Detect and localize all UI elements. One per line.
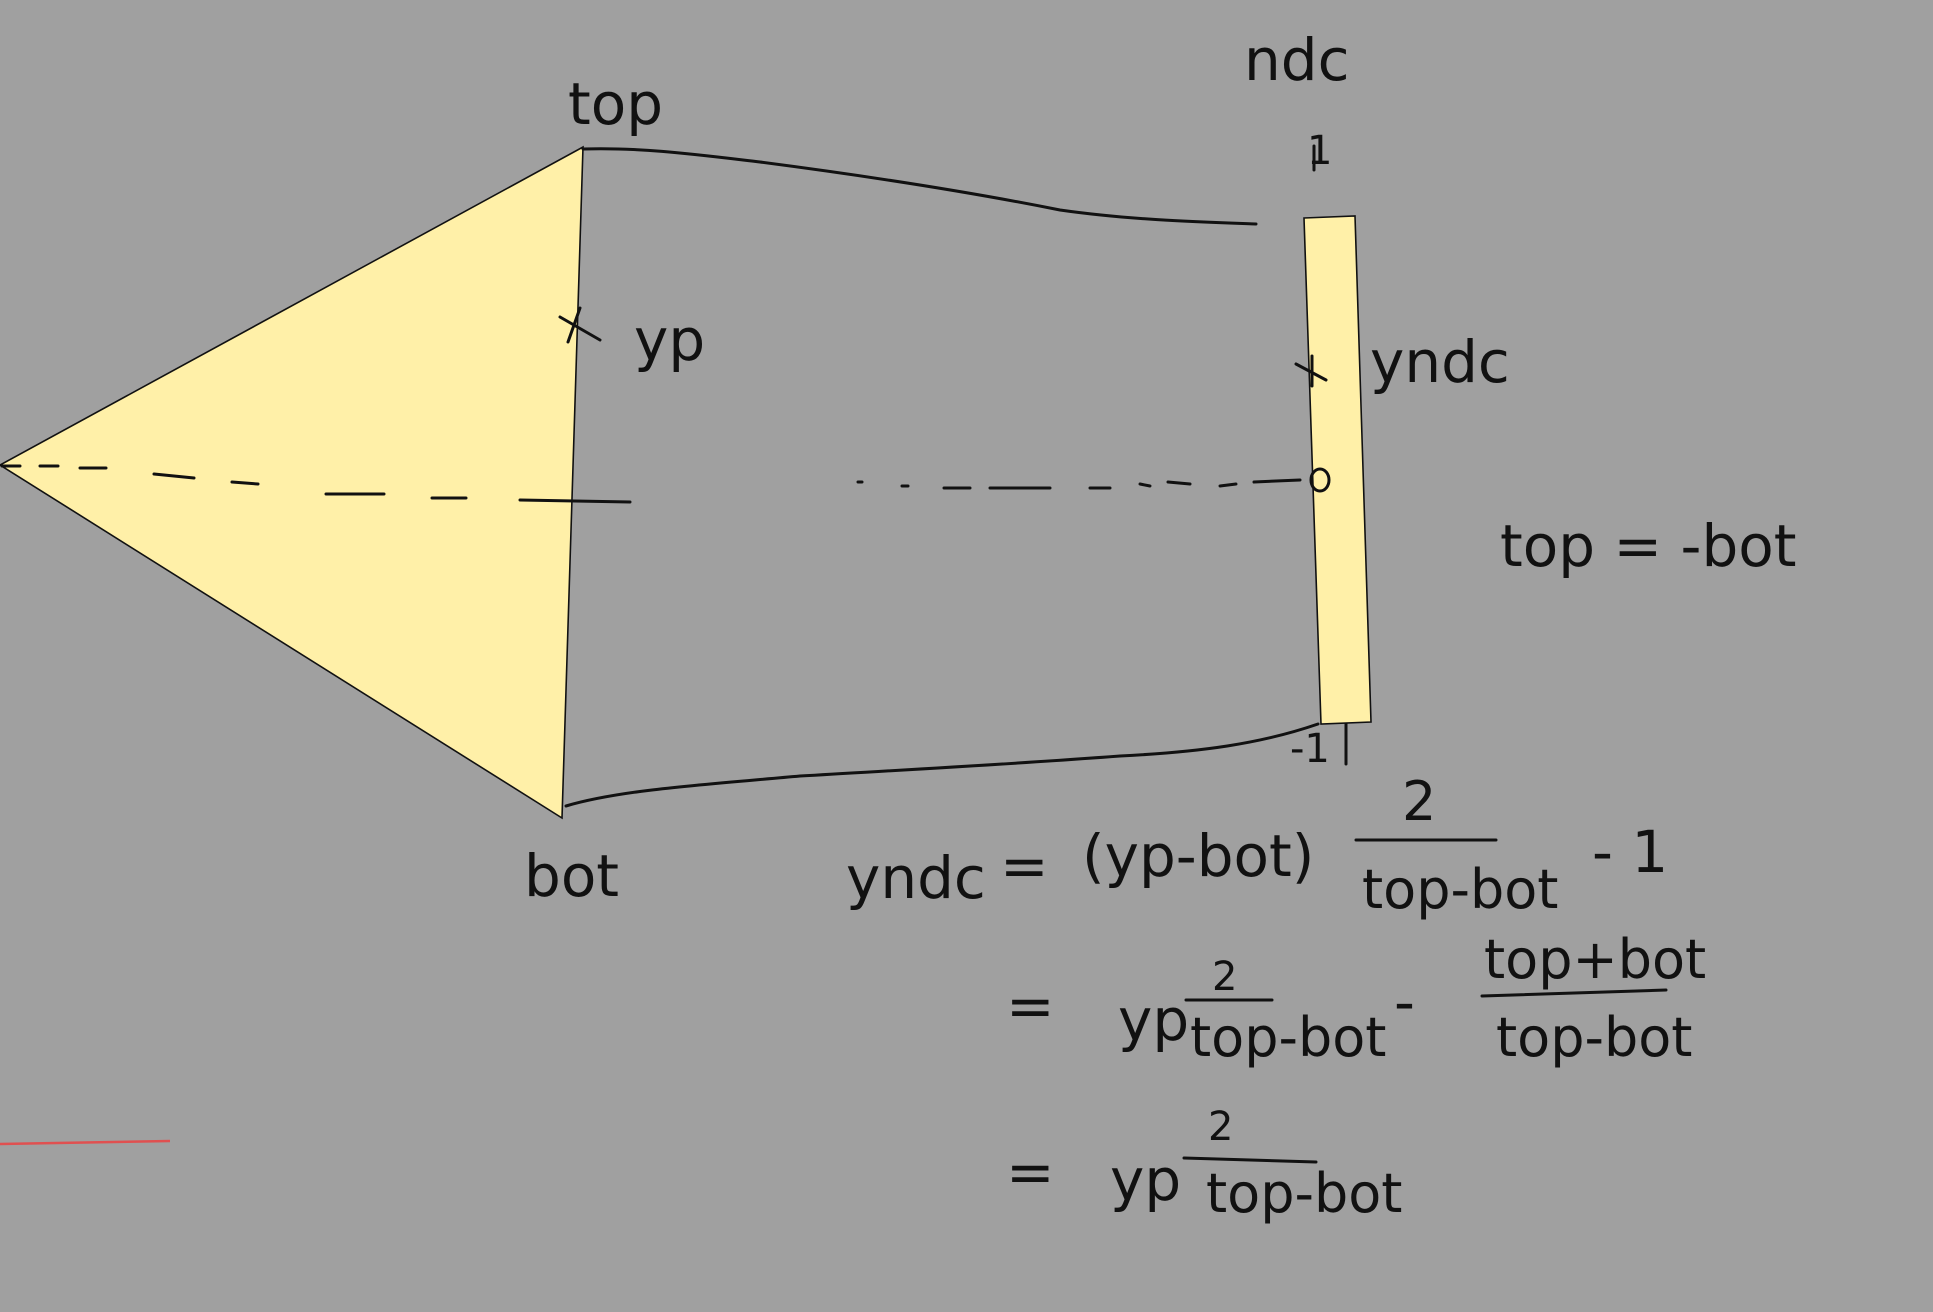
label-yp: yp — [634, 306, 705, 374]
eq2-frac2-num: top+bot — [1484, 928, 1706, 991]
eq3-yp: yp — [1110, 1146, 1181, 1214]
eq3-equals: = — [1006, 1138, 1055, 1206]
top-mapping-curve — [581, 147, 1258, 226]
eq3-frac-num: 2 — [1208, 1104, 1233, 1150]
eq1-equals: = — [1000, 832, 1049, 900]
equation-line-1: yndc = (yp-bot) 2 top-bot - 1 — [846, 770, 1668, 921]
center-axis-dashes-left — [0, 464, 632, 504]
eq1-lhs: yndc — [846, 844, 986, 912]
label-minus-one: -1 — [1290, 726, 1330, 772]
eq2-yp: yp — [1118, 986, 1189, 1054]
center-axis-dashes-right — [856, 478, 1302, 490]
equation-line-2: = yp 2 top-bot - top+bot top-bot — [1006, 928, 1706, 1069]
eq2-equals: = — [1006, 972, 1055, 1040]
label-yndc: yndc — [1370, 328, 1510, 396]
yndc-x-mark — [1294, 354, 1328, 388]
eq2-frac2-bar — [1480, 988, 1668, 998]
center-circle-marker — [1309, 467, 1331, 493]
eq1-tail: - 1 — [1592, 818, 1668, 886]
eq2-minus: - — [1394, 968, 1415, 1036]
label-top: top — [568, 70, 663, 138]
label-ndc: ndc — [1244, 26, 1349, 94]
equation-line-3: = yp 2 top-bot — [1006, 1104, 1402, 1225]
eq2-frac-num: 2 — [1212, 954, 1237, 1000]
eq2-frac-den: top-bot — [1190, 1006, 1386, 1069]
bottom-mapping-curve — [564, 722, 1320, 808]
eq3-frac-bar — [1182, 1156, 1318, 1164]
ndc-bar — [1303, 215, 1372, 725]
label-one: 1 — [1307, 128, 1332, 174]
eq1-paren-term: (yp-bot) — [1082, 822, 1314, 890]
red-mark-line — [0, 1139, 171, 1146]
label-top-eq-bot: top = -bot — [1500, 512, 1797, 580]
label-bot: bot — [524, 842, 619, 910]
frustum-triangle — [0, 145, 584, 820]
eq2-frac2-den: top-bot — [1496, 1006, 1692, 1069]
yp-x-mark — [558, 306, 602, 344]
eq1-frac-den: top-bot — [1362, 858, 1558, 921]
eq1-frac-num: 2 — [1402, 770, 1436, 833]
eq3-frac-den: top-bot — [1206, 1162, 1402, 1225]
